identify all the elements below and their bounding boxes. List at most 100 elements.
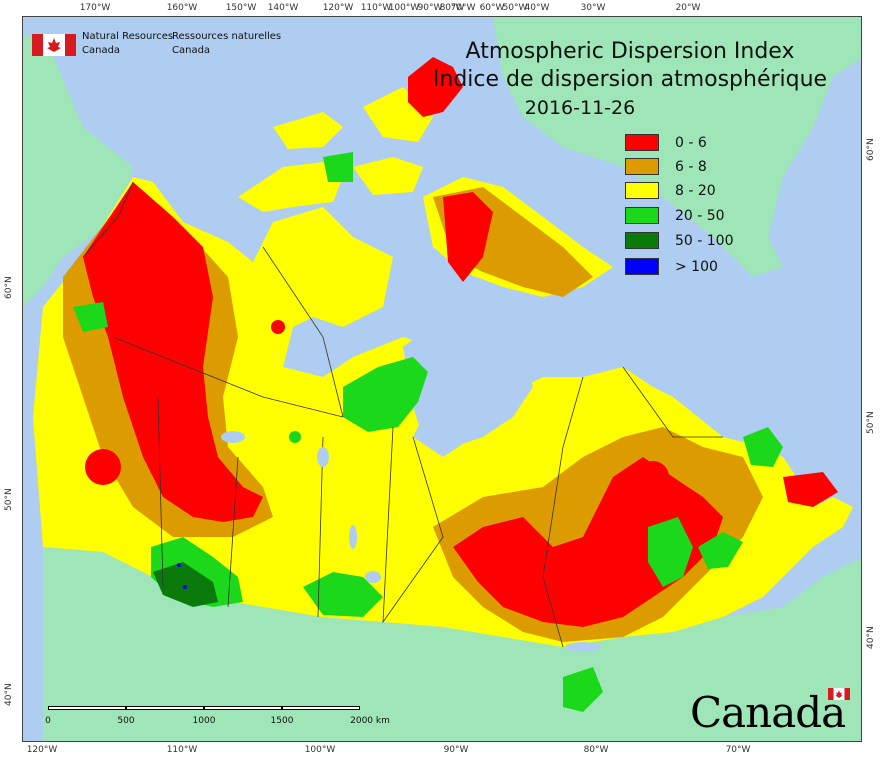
lon-tick-top: 60°W — [479, 3, 505, 13]
lon-tick-top: 70°W — [450, 3, 476, 13]
canada-wordmark: Canada — [690, 688, 860, 738]
scale-label: 2000 km — [350, 716, 390, 726]
red-zone-newfoundland — [783, 472, 838, 507]
alaska-land — [23, 32, 133, 307]
agency-name-en: Natural Resources — [82, 31, 174, 42]
greenland-land — [493, 17, 861, 277]
lon-tick-bottom: 80°W — [583, 745, 609, 755]
lake — [565, 642, 601, 652]
canada-flag-icon — [828, 688, 850, 700]
lat-tick-right: 40°N — [866, 626, 876, 649]
legend-label: 6 - 8 — [675, 159, 707, 175]
dark-green-zone — [153, 562, 218, 607]
red-zone-spot — [85, 449, 121, 485]
lon-tick-top: 20°W — [675, 3, 701, 13]
lon-tick-top: 100°W — [388, 3, 420, 13]
legend-item: > 100 — [625, 258, 765, 276]
green-zone-spot — [289, 431, 301, 443]
green-zone-bc — [73, 302, 108, 332]
red-zone-spot — [271, 320, 285, 334]
lon-tick-top: 30°W — [580, 3, 606, 13]
lake — [317, 447, 329, 467]
map-canvas — [22, 16, 862, 742]
lat-tick-left: 40°N — [4, 683, 14, 706]
red-zone-baffin — [443, 192, 493, 282]
legend-item: 6 - 8 — [625, 158, 765, 176]
title-english: Atmospheric Dispersion Index — [465, 39, 795, 64]
lake — [365, 571, 381, 583]
scale-label: 0 — [45, 716, 51, 726]
blue-zone — [183, 585, 187, 589]
lon-tick-top: 120°W — [322, 3, 354, 13]
legend-swatch — [625, 207, 659, 224]
legend-label: > 100 — [675, 259, 718, 275]
legend-swatch — [625, 258, 659, 275]
arctic-island — [273, 112, 343, 149]
lon-tick-top: 170°W — [79, 3, 111, 13]
lon-tick-bottom: 90°W — [443, 745, 469, 755]
green-zone-arctic — [323, 152, 353, 182]
lat-tick-left: 60°N — [4, 276, 14, 299]
legend-label: 8 - 20 — [675, 183, 716, 199]
lon-tick-bottom: 100°W — [304, 745, 336, 755]
legend-label: 20 - 50 — [675, 208, 725, 224]
green-zone-quebec — [648, 517, 693, 587]
lon-tick-bottom: 110°W — [166, 745, 198, 755]
legend-swatch — [625, 182, 659, 199]
green-zone-manitoba — [303, 572, 383, 617]
legend-item: 50 - 100 — [625, 232, 765, 250]
lake — [221, 431, 245, 443]
hudson-bay — [403, 317, 533, 447]
lon-tick-top: 90°W — [417, 3, 443, 13]
agency-name-en: Canada — [82, 45, 121, 56]
scale-segment — [204, 706, 282, 710]
arctic-island — [238, 162, 343, 212]
legend-label: 0 - 6 — [675, 135, 707, 151]
agency-name-fr: Canada — [172, 45, 211, 56]
legend-label: 50 - 100 — [675, 233, 734, 249]
legend-item: 0 - 6 — [625, 134, 765, 152]
scale-segment — [126, 706, 204, 710]
lon-tick-top: 150°W — [225, 3, 257, 13]
lake — [349, 525, 357, 549]
green-zone-labrador — [743, 427, 783, 467]
agency-name-fr: Ressources naturelles — [172, 31, 282, 42]
usa-land — [43, 547, 861, 741]
arctic-island — [353, 157, 423, 195]
lat-tick-left: 50°N — [4, 488, 14, 511]
scale-segment — [282, 706, 360, 710]
legend-item: 20 - 50 — [625, 207, 765, 225]
map-date: 2016-11-26 — [524, 97, 636, 119]
legend-swatch — [625, 158, 659, 175]
wordmark-text: Canada — [690, 688, 846, 737]
legend-item: 8 - 20 — [625, 182, 765, 200]
red-zone-spot — [637, 461, 669, 493]
green-zone-ontario — [563, 667, 603, 712]
lat-tick-right: 50°N — [866, 411, 876, 434]
lon-tick-top: 160°W — [166, 3, 198, 13]
legend-swatch — [625, 232, 659, 249]
lon-tick-top: 140°W — [267, 3, 299, 13]
red-zone-east — [453, 457, 723, 627]
boundaries — [82, 181, 723, 648]
lon-tick-top: 110°W — [360, 3, 392, 13]
red-zone-west — [83, 182, 263, 522]
dispersion-map — [23, 17, 861, 741]
scale-label: 500 — [117, 716, 135, 726]
lon-tick-top: 50°W — [502, 3, 528, 13]
title-french: Indice de dispersion atmosphérique — [432, 67, 828, 92]
scale-label: 1500 — [270, 716, 294, 726]
lon-tick-top: 40°W — [524, 3, 550, 13]
red-zone-ellesmere — [408, 57, 463, 117]
scale-bar: 0 500 1000 1500 2000 km — [40, 704, 390, 734]
scale-segment — [48, 706, 126, 710]
map-title: Atmospheric Dispersion Index Indice de d… — [400, 38, 860, 122]
green-zone-gaspe — [698, 532, 743, 569]
lat-tick-right: 60°N — [866, 138, 876, 161]
lon-tick-bottom: 70°W — [725, 745, 751, 755]
nrcan-signature: Natural Resources Canada Ressources natu… — [32, 30, 392, 60]
green-zone-hudson — [343, 357, 428, 432]
canada-flag-icon — [32, 34, 76, 56]
legend-swatch — [625, 134, 659, 151]
